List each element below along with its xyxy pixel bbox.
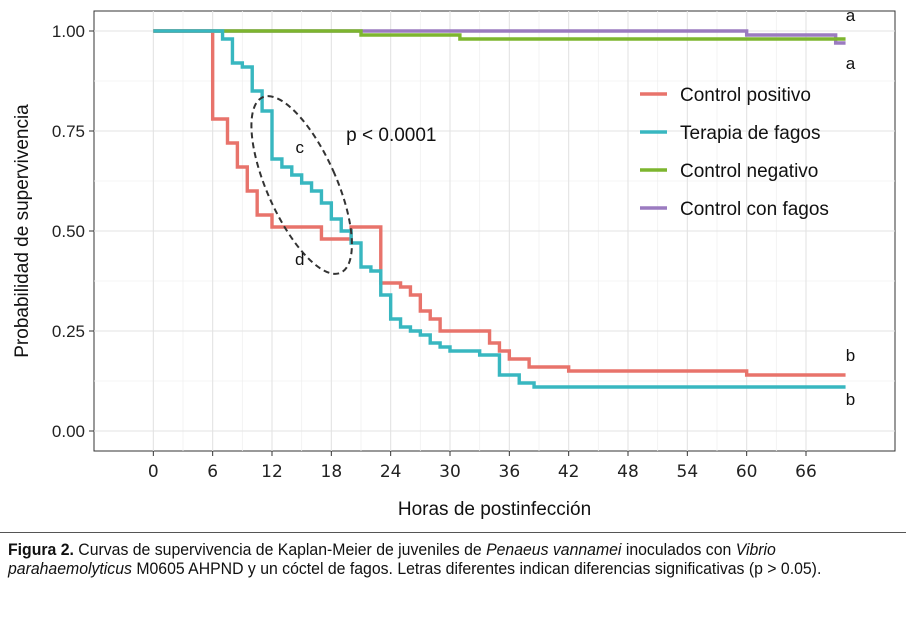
x-tick-label: 30 (439, 462, 461, 482)
significance-letter: d (295, 250, 304, 269)
axes: 0 6 12 18 24 30 36 42 48 54 60 66 0.00 0.25 0.50 0.75 1.… (12, 22, 817, 520)
x-tick-label: 66 (795, 462, 817, 482)
y-tick-label: 0.75 (52, 122, 85, 141)
significance-letter: b (846, 346, 855, 365)
annotations: p < 0.0001 c d a a b b (295, 6, 856, 409)
x-tick-label: 42 (558, 462, 580, 482)
figure-caption: Figura 2. Curvas de supervivencia de Kap… (8, 540, 896, 578)
y-tick-label: 0.25 (52, 322, 85, 341)
caption-label: Figura 2. (8, 540, 74, 559)
significance-letter: a (846, 54, 856, 73)
legend: Control positivo Terapia de fagos Control … (640, 85, 829, 220)
survival-chart: 0 6 12 18 24 30 36 42 48 54 60 66 0.00 0.25 0.50 0.75 1.… (12, 6, 896, 520)
x-tick-label: 24 (380, 462, 402, 482)
y-axis-title: Probabilidad de supervivencia (12, 104, 33, 358)
legend-label: Control con fagos (680, 199, 829, 220)
caption-species-1: Penaeus vannamei (486, 540, 622, 559)
series-line-control-negativo (153, 29, 846, 41)
series-line-control-con-fagos (153, 29, 846, 45)
caption-divider (0, 532, 906, 533)
series-lines (153, 29, 846, 389)
legend-label: Control positivo (680, 85, 811, 106)
p-value-annotation: p < 0.0001 (346, 125, 436, 146)
x-tick-label: 18 (321, 462, 343, 482)
caption-species-2: Vibrio parahaemolyticus (8, 540, 776, 578)
x-tick-label: 36 (499, 462, 521, 482)
grid-lines (94, 11, 895, 451)
series-line-terapia-de-fagos (153, 29, 846, 389)
legend-label: Terapia de fagos (680, 123, 821, 144)
y-tick-label: 0.00 (52, 422, 85, 441)
caption-text-1: Curvas de supervivencia de Kaplan-Meier … (73, 540, 487, 559)
highlight-ellipse (250, 95, 353, 275)
x-tick-label: 48 (617, 462, 639, 482)
x-tick-label: 0 (148, 462, 159, 482)
caption-text-2: inoculados con (621, 540, 736, 559)
legend-label: Control negativo (680, 161, 818, 182)
significance-letter: c (295, 138, 304, 157)
x-tick-label: 6 (207, 462, 218, 482)
series-line-control-positivo (153, 29, 846, 377)
y-tick-label: 0.50 (52, 222, 85, 241)
y-tick-label: 1.00 (52, 22, 85, 41)
x-tick-label: 60 (736, 462, 758, 482)
x-tick-label: 12 (261, 462, 283, 482)
x-tick-label: 54 (677, 462, 699, 482)
significance-letter: a (846, 6, 856, 25)
significance-letter: b (846, 390, 855, 409)
x-axis-title: Horas de postinfección (398, 499, 591, 520)
caption-text-3: M0605 AHPND y un cóctel de fagos. Letras… (131, 559, 822, 578)
